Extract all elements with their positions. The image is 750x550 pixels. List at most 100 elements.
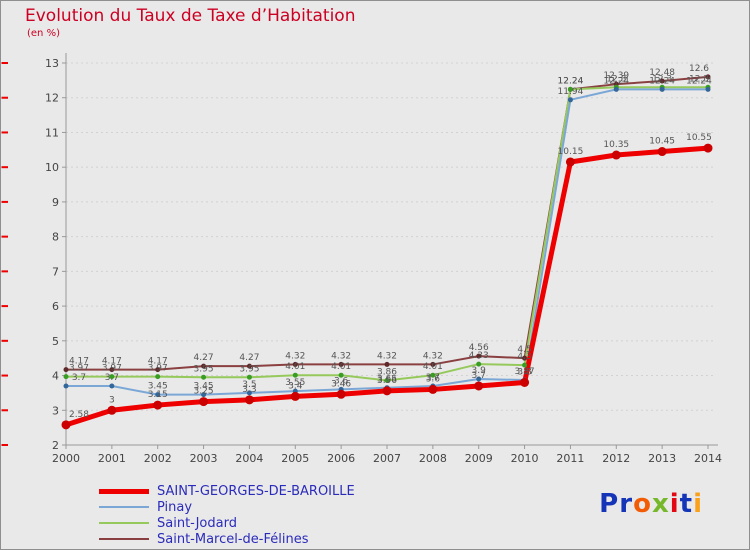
x-tick-label: 2000 (52, 452, 80, 465)
data-point (428, 384, 438, 394)
legend-item: Pinay (99, 499, 355, 515)
legend: SAINT-GEORGES-DE-BAROILLE Pinay Saint-Joda… (99, 483, 355, 547)
data-point (382, 386, 392, 396)
data-point (201, 363, 207, 369)
x-tick-label: 2010 (511, 452, 539, 465)
axes: 2 3 4 5 6 7 8 9 10 11 12 13 2000 2001 2002 2003 2004 2005… (45, 53, 722, 465)
value-label: 4.01 (331, 362, 351, 372)
logo-letter: t (679, 489, 694, 519)
value-label: 3.45 (194, 382, 214, 392)
y-tick-label: 8 (52, 231, 59, 244)
value-label: 3.15 (148, 390, 168, 400)
value-label: 3.7 (426, 373, 440, 383)
value-label: 4.01 (285, 362, 305, 372)
value-label: 4.01 (423, 362, 443, 372)
value-label: 3.87 (515, 367, 535, 377)
series-line (65, 86, 709, 382)
x-tick-label: 2012 (602, 452, 630, 465)
legend-label: SAINT-GEORGES-DE-BAROILLE (157, 483, 355, 499)
y-tick-label: 6 (52, 300, 59, 313)
value-label: 4.17 (102, 357, 122, 367)
value-label: 12.24 (558, 76, 584, 86)
value-label: 3 (109, 395, 115, 405)
value-label: 3.6 (334, 376, 349, 386)
x-tick-label: 2005 (281, 452, 309, 465)
legend-label: Saint-Jodard (157, 515, 237, 531)
value-label: 4.27 (239, 353, 259, 363)
value-label: 10.15 (558, 147, 584, 157)
x-tick-label: 2001 (98, 452, 126, 465)
x-tick-label: 2009 (465, 452, 493, 465)
data-point (384, 361, 390, 367)
value-label: 3.95 (194, 364, 214, 374)
gridlines (1, 62, 716, 446)
value-label: 3.56 (377, 376, 397, 386)
logo-letter: i (669, 489, 680, 519)
value-label: 12.3 (606, 74, 626, 84)
value-label: 4.32 (331, 351, 351, 361)
value-label: 3.7 (105, 373, 119, 383)
legend-item: SAINT-GEORGES-DE-BAROILLE (99, 483, 355, 499)
data-point (336, 389, 346, 399)
data-point (659, 86, 665, 92)
y-tick-label: 12 (45, 92, 59, 105)
value-label: 3.8 (517, 367, 532, 377)
value-label: 4.3 (517, 352, 531, 362)
y-tick-label: 2 (52, 439, 59, 452)
value-label: 4.33 (469, 351, 489, 361)
data-point (565, 157, 575, 167)
logo-letter: r (619, 489, 634, 519)
chart-subtitle: (en %) (27, 28, 60, 39)
value-label: 3.55 (285, 378, 305, 388)
value-label: 3.97 (69, 364, 89, 374)
logo-letter: i (693, 489, 703, 519)
data-point (476, 353, 482, 359)
value-label: 4.32 (285, 351, 305, 361)
x-tick-label: 2006 (327, 452, 355, 465)
data-point (611, 150, 621, 160)
data-point (613, 86, 619, 92)
data-point (109, 374, 115, 380)
value-label: 12.24 (558, 76, 584, 86)
value-label: 12.24 (603, 76, 629, 86)
value-label: 12.3 (652, 74, 672, 84)
data-point (201, 374, 207, 380)
value-label: 3.97 (148, 364, 168, 374)
value-label: 2.58 (69, 410, 89, 420)
data-point (199, 397, 209, 407)
data-point (155, 374, 161, 380)
value-label: 12.48 (649, 68, 675, 78)
series-line (65, 88, 709, 396)
data-point (520, 377, 530, 387)
data-point (657, 147, 667, 157)
data-point (109, 367, 115, 373)
data-point (63, 374, 69, 380)
value-label: 10.55 (686, 133, 712, 143)
value-label: 3.5 (242, 380, 256, 390)
y-tick-label: 10 (45, 161, 59, 174)
x-tick-label: 2007 (373, 452, 401, 465)
data-point (107, 405, 117, 415)
value-label: 3.25 (194, 387, 214, 397)
y-tick-label: 7 (52, 265, 59, 278)
x-tick-label: 2013 (648, 452, 676, 465)
y-tick-label: 13 (45, 57, 59, 70)
chart-title: Evolution du Taux de Taxe d’Habitation (25, 6, 356, 26)
data-point (61, 420, 71, 430)
data-point (703, 143, 713, 153)
value-label: 3.86 (377, 367, 397, 377)
data-point (705, 74, 711, 80)
data-point (292, 372, 298, 378)
series-markers (61, 74, 713, 430)
data-point (290, 391, 300, 401)
data-point (246, 390, 252, 396)
legend-item: Saint-Marcel-de-Félines (99, 531, 355, 547)
value-label: 3.45 (148, 382, 168, 392)
proxiti-logo: Proxiti (599, 489, 703, 519)
value-label: 3.6 (426, 374, 441, 384)
data-point (567, 97, 573, 103)
data-point (155, 392, 161, 398)
value-label: 10.35 (603, 140, 629, 150)
